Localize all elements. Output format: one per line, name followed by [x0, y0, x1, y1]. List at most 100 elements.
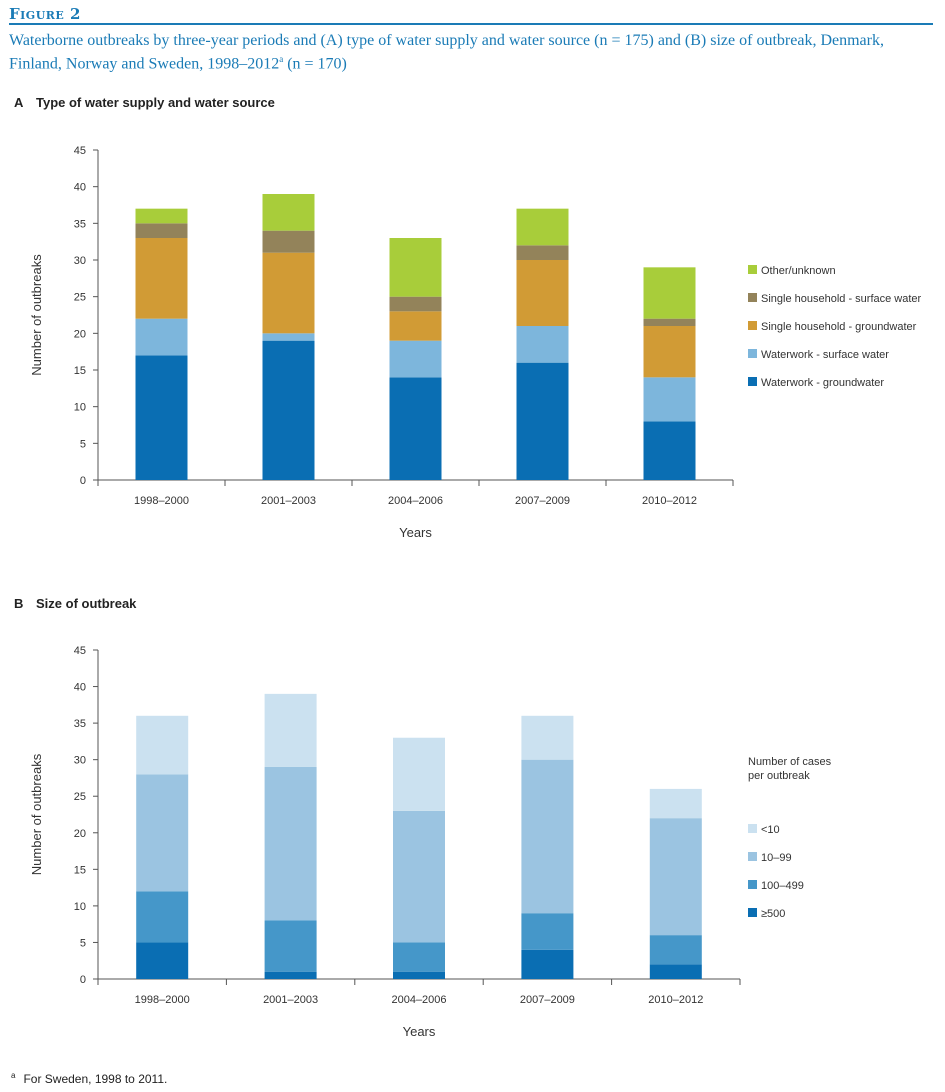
y-tick-label: 45	[74, 145, 86, 157]
bar-segment	[389, 296, 442, 312]
x-axis-title: Years	[403, 1024, 436, 1039]
legend-label: <10	[761, 824, 780, 836]
bar-segment	[264, 693, 317, 767]
bar-segment	[135, 355, 188, 480]
x-tick-label: 2001–2003	[261, 495, 316, 507]
bar-segment	[521, 949, 574, 979]
bar-segment	[389, 311, 442, 341]
bar-segment	[649, 964, 702, 979]
bar-segment	[135, 208, 188, 224]
legend-swatch	[748, 852, 757, 861]
x-tick-label: 1998–2000	[135, 994, 190, 1006]
legend-swatch	[748, 265, 757, 274]
bar-segment	[135, 223, 188, 238]
legend-title: per outbreak	[748, 770, 810, 782]
y-tick-label: 15	[74, 864, 86, 876]
panel-b-letter: B	[14, 596, 24, 611]
y-tick-label: 30	[74, 255, 86, 267]
legend-title: Number of cases	[748, 756, 832, 768]
bar-segment	[516, 362, 569, 480]
y-tick-label: 45	[74, 645, 86, 657]
y-tick-label: 40	[74, 682, 86, 694]
bar-segment	[393, 810, 445, 943]
legend-label: ≥500	[761, 908, 785, 920]
y-tick-label: 25	[74, 292, 86, 304]
legend-label: Single household - groundwater	[761, 321, 917, 333]
footnote: a For Sweden, 1998 to 2011.	[11, 1071, 167, 1086]
y-tick-label: 20	[74, 828, 86, 840]
legend-label: Waterwork - surface water	[761, 349, 889, 361]
legend-swatch	[748, 908, 757, 917]
bar-segment	[135, 318, 188, 356]
bar-segment	[649, 935, 702, 965]
legend-swatch	[748, 349, 757, 358]
legend-swatch	[748, 293, 757, 302]
y-tick-label: 25	[74, 791, 86, 803]
bar-segment	[643, 377, 696, 422]
y-axis-title: Number of outbreaks	[29, 254, 44, 376]
bar-segment	[643, 318, 696, 326]
x-tick-label: 2004–2006	[391, 994, 446, 1006]
legend-label: Single household - surface water	[761, 293, 922, 305]
x-axis-title: Years	[399, 525, 432, 540]
x-tick-label: 2010–2012	[642, 495, 697, 507]
x-tick-label: 2001–2003	[263, 994, 318, 1006]
legend-label: 10–99	[761, 852, 792, 864]
y-tick-label: 35	[74, 718, 86, 730]
bar-segment	[135, 238, 188, 319]
bar-segment	[393, 971, 445, 979]
bar-segment	[262, 333, 315, 341]
figure-rule	[9, 23, 933, 25]
bar-segment	[389, 377, 442, 480]
bar-segment	[393, 737, 445, 811]
bar-segment	[389, 340, 442, 378]
x-tick-label: 1998–2000	[134, 495, 189, 507]
panel-a-title-text: Type of water supply and water source	[36, 95, 275, 110]
bar-segment	[521, 759, 574, 914]
legend-swatch	[748, 824, 757, 833]
chart-b: 0 5 10 15 20 25 30 35 40 45 1998–2000 2001–2003 2004…	[29, 645, 832, 1039]
caption-end: (n = 170)	[283, 55, 347, 73]
y-tick-label: 10	[74, 901, 86, 913]
y-tick-label: 35	[74, 218, 86, 230]
bar-segment	[649, 788, 702, 819]
y-tick-label: 10	[74, 402, 86, 414]
legend-swatch	[748, 880, 757, 889]
footnote-marker: a	[11, 1071, 16, 1080]
chart-a: 0 5 10 15 20 25 30 35 40 45 1998–2000 2001–2003 2004…	[29, 145, 922, 540]
y-tick-label: 20	[74, 328, 86, 340]
bar-segment	[521, 913, 574, 950]
caption-main: Waterborne outbreaks by three-year perio…	[9, 32, 884, 73]
bar-segment	[264, 766, 317, 921]
x-tick-label: 2004–2006	[388, 495, 443, 507]
x-tick-label: 2010–2012	[648, 994, 703, 1006]
x-tick-label: 2007–2009	[520, 994, 575, 1006]
bar-segment	[264, 971, 317, 979]
figure-label: Figure 2	[9, 5, 81, 23]
bar-segment	[262, 194, 315, 231]
y-tick-label: 15	[74, 365, 86, 377]
legend-label: Waterwork - groundwater	[761, 377, 884, 389]
bar-segment	[643, 326, 696, 378]
bar-segment	[264, 920, 317, 972]
y-tick-label: 40	[74, 182, 86, 194]
legend-label: Other/unknown	[761, 265, 836, 277]
bar-segment	[516, 260, 569, 326]
y-tick-label: 5	[80, 438, 86, 450]
bar-segment	[516, 326, 569, 363]
bar-segment	[516, 245, 569, 260]
x-tick-label: 2007–2009	[515, 495, 570, 507]
panel-a-title: A Type of water supply and water source	[14, 95, 275, 110]
bar-segment	[262, 340, 315, 480]
bar-segment	[136, 715, 189, 775]
bar-segment	[136, 942, 189, 979]
bar-segment	[643, 421, 696, 480]
panel-a-letter: A	[14, 95, 24, 110]
bar-segment	[389, 238, 442, 297]
panel-b-title-text: Size of outbreak	[36, 596, 137, 611]
y-tick-label: 0	[80, 974, 86, 986]
y-tick-label: 5	[80, 937, 86, 949]
caption-superscript: a	[279, 54, 284, 64]
y-tick-label: 0	[80, 475, 86, 487]
bar-segment	[393, 942, 445, 972]
